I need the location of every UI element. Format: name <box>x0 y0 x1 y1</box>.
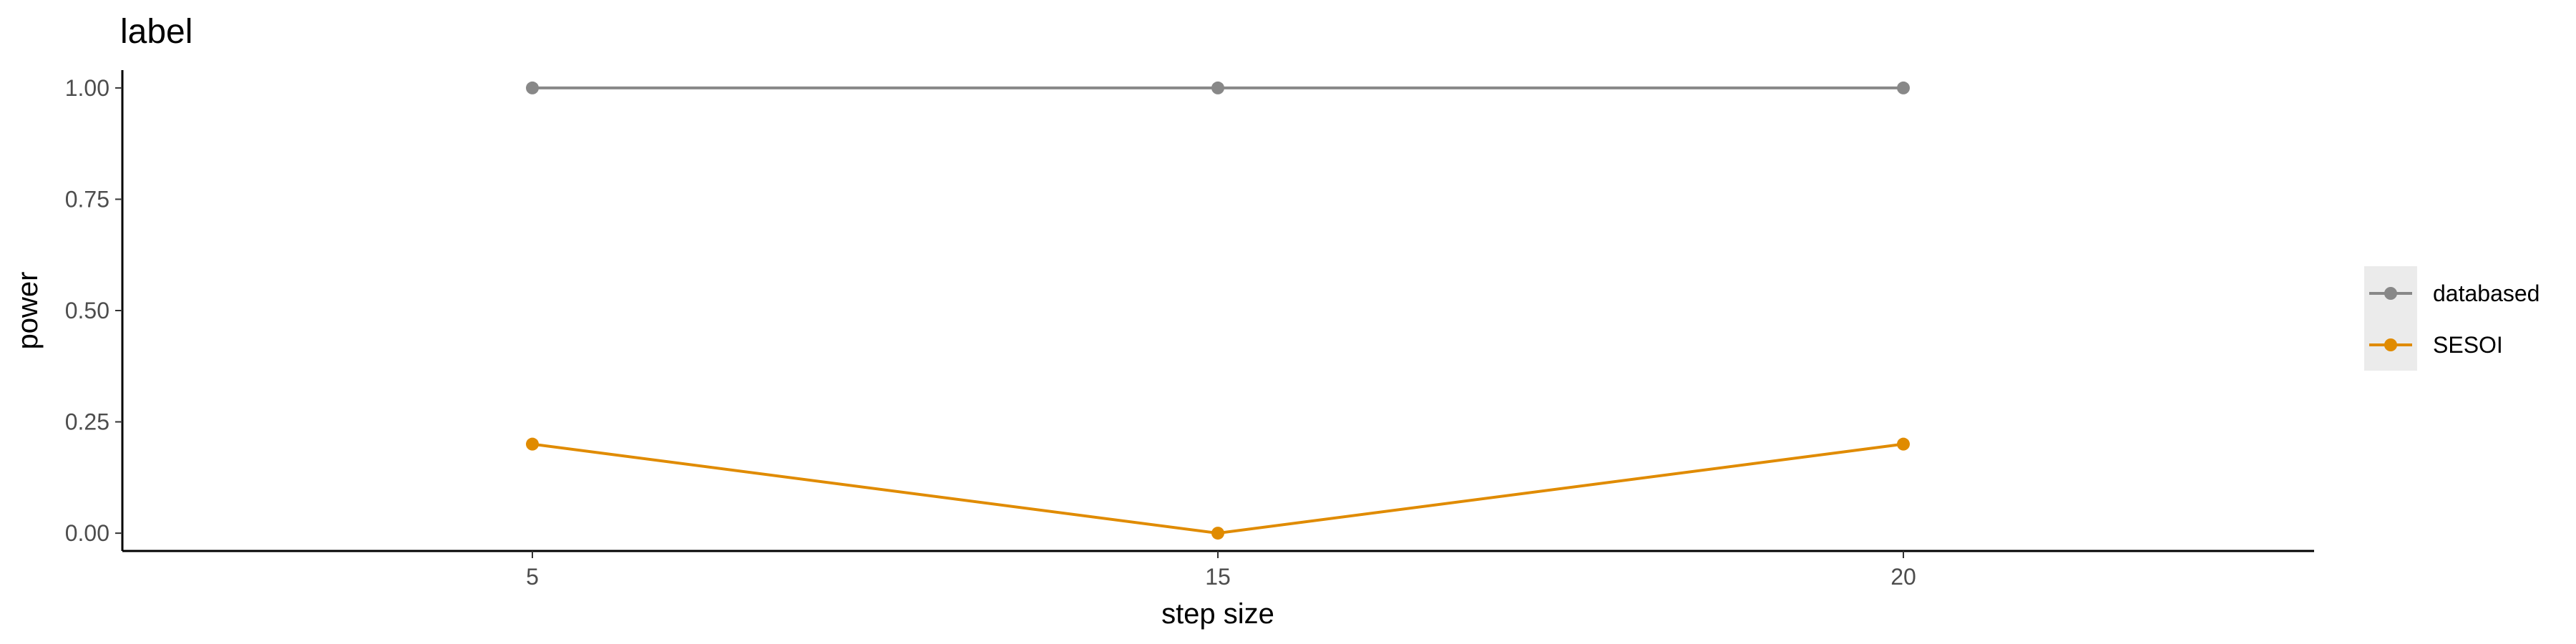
x-tick-label: 20 <box>1890 564 1916 590</box>
data-point-databased <box>1211 81 1224 94</box>
data-point-databased <box>1897 81 1910 94</box>
plot-area <box>526 81 1910 540</box>
data-point-sesoi <box>526 437 539 451</box>
data-point-databased <box>526 81 539 94</box>
y-tick-label: 0.25 <box>65 409 109 435</box>
legend-key-background <box>2364 266 2417 371</box>
y-axis-title: power <box>12 272 44 350</box>
chart-title: label <box>120 13 192 51</box>
legend-label-sesoi: SESOI <box>2433 332 2503 358</box>
data-point-sesoi <box>1897 437 1910 451</box>
data-point-sesoi <box>1211 527 1224 540</box>
y-tick-label: 1.00 <box>65 75 109 101</box>
x-tick-label: 15 <box>1205 564 1231 590</box>
y-tick-label: 0.00 <box>65 520 109 546</box>
legend: databased SESOI <box>2364 266 2540 371</box>
x-tick-label: 5 <box>526 564 539 590</box>
legend-key-point-sesoi <box>2384 338 2397 351</box>
y-tick-label: 0.50 <box>65 298 109 323</box>
y-tick-label: 0.75 <box>65 186 109 212</box>
x-axis-ticks: 5 15 20 <box>526 551 1916 590</box>
x-axis-title: step size <box>1161 598 1274 630</box>
legend-label-databased: databased <box>2433 280 2540 306</box>
legend-key-point-databased <box>2384 287 2397 300</box>
y-axis-ticks: 0.00 0.25 0.50 0.75 1.00 <box>65 75 122 546</box>
